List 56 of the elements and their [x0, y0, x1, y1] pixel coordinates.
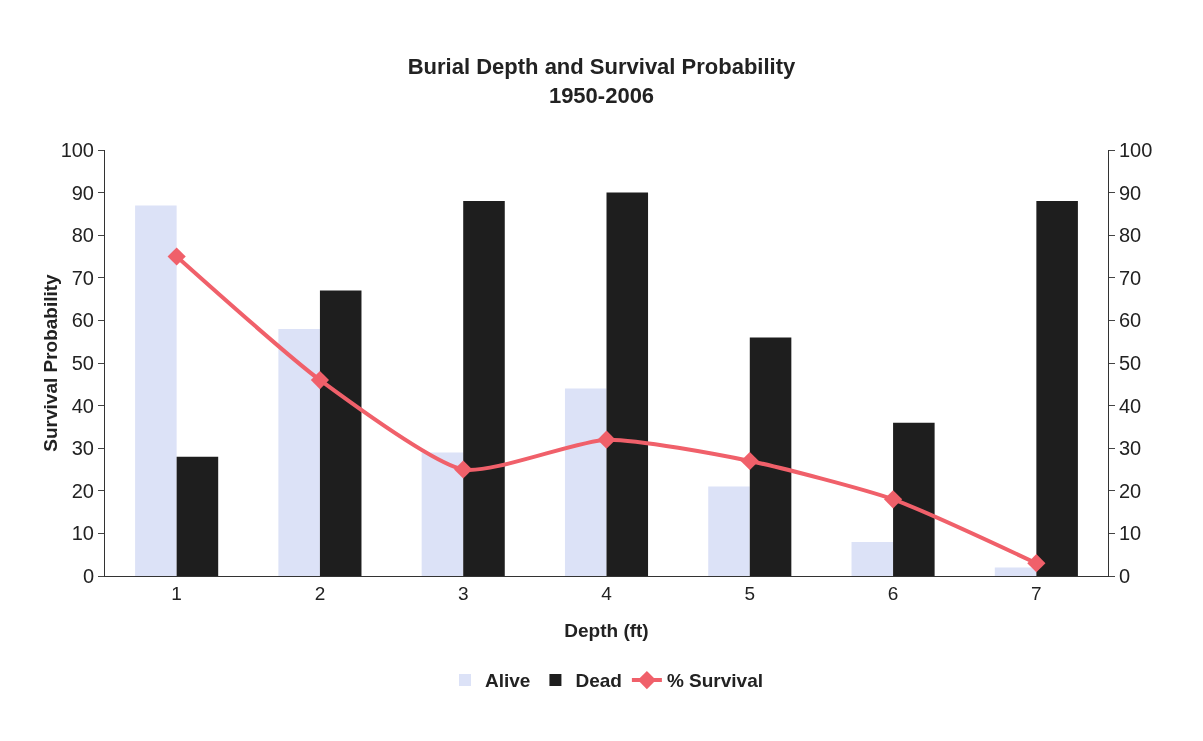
y-tick-label: 60	[71, 309, 94, 332]
y-tick-label: 90	[71, 181, 94, 204]
y-tick-label: 100	[60, 139, 94, 161]
bar	[278, 328, 320, 576]
x-tick-label: 3	[457, 582, 469, 604]
y2-tick-label: 40	[1119, 394, 1142, 417]
chart-title: Burial Depth and Survival Probability 1950-2006	[407, 54, 797, 108]
y2-tick-label: 50	[1119, 352, 1142, 374]
point	[597, 430, 616, 449]
bar	[564, 388, 607, 576]
point	[167, 247, 186, 266]
bar	[893, 422, 935, 576]
x-tick-label: 6	[887, 582, 899, 604]
y2-tick-label: 0	[1119, 565, 1131, 587]
x-tick-label: 1	[171, 582, 182, 604]
y-tick-label: 70	[71, 266, 94, 289]
legend-label: Alive	[485, 670, 531, 692]
y-tick-label: 0	[82, 565, 94, 587]
y2-tick-label: 100	[1119, 139, 1153, 161]
y2-tick-label: 20	[1119, 479, 1142, 502]
point	[454, 460, 473, 479]
point	[883, 490, 903, 509]
x-tick-label: 7	[1031, 582, 1042, 604]
x-tick-label: 5	[744, 582, 756, 604]
bar	[606, 192, 649, 576]
y2-tick-label: 80	[1119, 224, 1142, 247]
y-tick-label: 40	[71, 394, 94, 417]
y2-tick-label: 10	[1119, 522, 1142, 545]
bar	[994, 567, 1037, 576]
y2-tick-label: 90	[1119, 181, 1142, 204]
x-tick-label: 2	[314, 582, 326, 604]
point	[740, 451, 759, 471]
y-tick-label: 30	[71, 437, 94, 460]
bar	[749, 337, 792, 576]
point	[310, 370, 330, 390]
y-tick-label: 80	[71, 224, 94, 247]
y-axis-title: Survival Probability	[40, 273, 61, 452]
x-axis-title: Depth (ft)	[564, 619, 649, 641]
y-tick-label: 10	[71, 522, 94, 545]
y-tick-label: 20	[71, 479, 94, 502]
y2-tick-label: 70	[1119, 266, 1142, 289]
bar	[463, 201, 505, 576]
y2-tick-label: 30	[1119, 437, 1142, 460]
bar	[1036, 201, 1078, 576]
bar	[708, 486, 750, 576]
bar	[176, 456, 219, 576]
y-tick-label: 50	[71, 352, 94, 374]
y2-tick-label: 60	[1119, 309, 1142, 332]
bar	[135, 205, 177, 576]
bar	[319, 290, 362, 576]
bar	[851, 541, 894, 576]
bar	[421, 452, 464, 576]
legend-label: % Survival	[666, 670, 763, 692]
x-tick-label: 4	[601, 582, 613, 604]
legend-label: Dead	[575, 670, 622, 692]
point	[1027, 554, 1046, 573]
